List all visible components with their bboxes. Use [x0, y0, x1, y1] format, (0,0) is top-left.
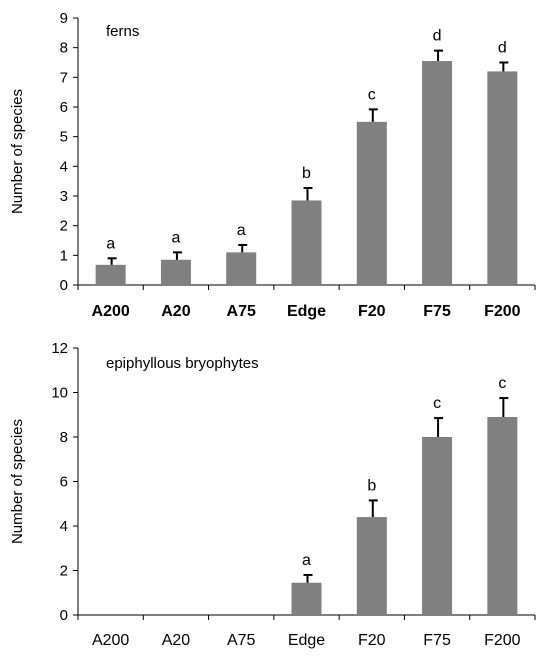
y-tick-label: 8	[60, 429, 68, 446]
x-tick-label: Edge	[288, 632, 325, 649]
bar-a200	[95, 264, 126, 285]
bar-f75	[422, 61, 453, 286]
x-tick-label: A200	[92, 303, 130, 320]
bar-f20	[356, 121, 387, 285]
panel-title: epiphyllous bryophytes	[106, 355, 259, 372]
chart-panel-2: 0 2 4 6 8 10 12 A200 A20 A75 a Edge b F20 c F75 c F200 Num…	[9, 340, 536, 649]
significance-letter: b	[302, 165, 311, 182]
y-tick-label: 6	[60, 99, 68, 116]
bar-f20	[356, 517, 387, 615]
y-tick-label: 2	[60, 218, 68, 235]
chart-panel-1: 0 1 2 3 4 5 6 7 8 9 a A200 a A20 a A75 b Edge c F20 d F75 d F20…	[9, 10, 536, 320]
y-tick-label: 7	[60, 69, 68, 86]
y-tick-label: 0	[60, 277, 68, 294]
significance-letter: a	[171, 229, 180, 246]
x-tick-label: Edge	[287, 303, 326, 320]
significance-letter: d	[433, 28, 442, 45]
x-tick-label: F20	[358, 303, 386, 320]
bar-f75	[422, 437, 453, 615]
y-tick-label: 2	[60, 563, 68, 580]
y-tick-label: 1	[60, 247, 68, 264]
x-tick-label: A75	[227, 632, 256, 649]
y-tick-label: 8	[60, 40, 68, 57]
significance-letter: d	[498, 40, 507, 57]
significance-letter: c	[433, 395, 441, 412]
significance-letter: c	[368, 86, 376, 103]
bar-a75	[226, 252, 257, 285]
x-tick-label: F200	[484, 303, 521, 320]
bar-f200	[487, 71, 518, 286]
y-tick-label: 4	[60, 158, 68, 175]
bar-a20	[160, 259, 191, 285]
significance-letter: b	[367, 477, 376, 494]
y-tick-label: 9	[60, 10, 68, 27]
x-tick-label: A20	[161, 303, 190, 320]
y-tick-label: 5	[60, 129, 68, 146]
y-axis-label: Number of species	[9, 89, 26, 214]
significance-letter: a	[106, 235, 115, 252]
significance-letter: a	[237, 222, 246, 239]
x-tick-label: A200	[92, 632, 129, 649]
panel-title: ferns	[106, 23, 139, 40]
x-tick-label: A75	[227, 303, 256, 320]
x-tick-label: A20	[162, 632, 191, 649]
x-tick-label: F200	[484, 632, 521, 649]
y-tick-label: 6	[60, 474, 68, 491]
y-tick-label: 4	[60, 518, 68, 535]
bar-edge	[291, 582, 322, 615]
y-tick-label: 3	[60, 188, 68, 205]
x-tick-label: F20	[358, 632, 386, 649]
significance-letter: c	[498, 375, 506, 392]
bar-edge	[291, 200, 322, 285]
y-tick-label: 12	[51, 340, 68, 357]
y-axis-label: Number of species	[9, 419, 26, 544]
x-tick-label: F75	[423, 632, 451, 649]
y-tick-label: 0	[60, 607, 68, 624]
y-tick-label: 10	[51, 385, 68, 402]
x-tick-label: F75	[423, 303, 451, 320]
significance-letter: a	[302, 552, 311, 569]
bar-f200	[487, 416, 518, 615]
